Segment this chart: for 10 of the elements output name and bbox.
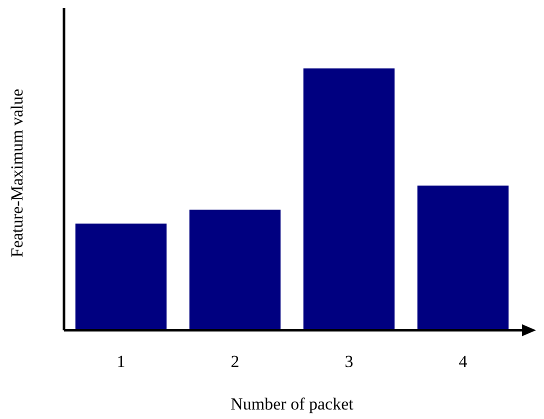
bar xyxy=(303,68,395,330)
x-tick-label: 1 xyxy=(116,352,126,371)
bar xyxy=(189,210,281,330)
x-tick-label: 4 xyxy=(458,352,468,371)
y-axis-title: Feature-Maximum value xyxy=(8,88,27,258)
bar xyxy=(75,224,167,330)
bar xyxy=(417,186,509,330)
x-tick-label: 3 xyxy=(344,352,354,371)
x-tick-label: 2 xyxy=(230,352,240,371)
x-axis-title: Number of packet xyxy=(230,394,354,414)
